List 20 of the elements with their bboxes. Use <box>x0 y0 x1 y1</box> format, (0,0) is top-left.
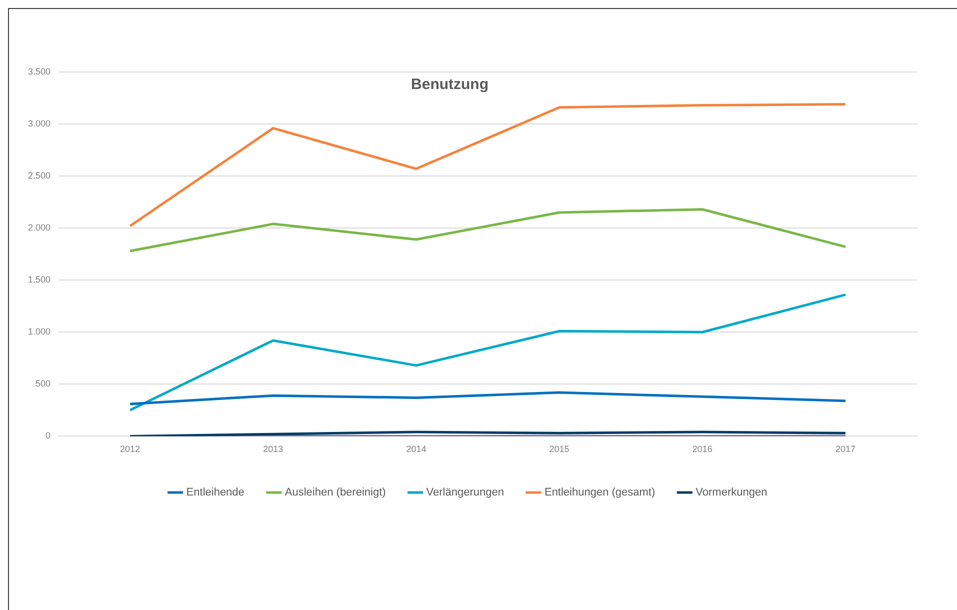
y-tick-label: 1.500 <box>28 274 51 285</box>
y-tick-label: 500 <box>35 378 51 389</box>
y-tick-label: 3.500 <box>28 66 51 76</box>
legend-label: Entleihende <box>186 486 244 499</box>
y-tick-label: 2.000 <box>28 222 51 233</box>
y-tick-label: 0 <box>46 430 51 441</box>
x-tick-label: 2014 <box>406 444 426 454</box>
x-tick-label: 2016 <box>692 444 712 454</box>
y-tick-label: 3.000 <box>28 118 51 129</box>
x-tick-label: 2017 <box>835 444 856 454</box>
legend-label: Vormerkungen <box>696 486 768 499</box>
legend-label: Verlängerungen <box>426 486 504 499</box>
legend-label: Ausleihen (bereinigt) <box>284 486 386 499</box>
legend-label: Entleihungen (gesamt) <box>544 486 656 499</box>
chart-title: Benutzung <box>411 76 489 94</box>
x-tick-label: 2015 <box>549 444 570 454</box>
x-tick-label: 2013 <box>263 444 284 454</box>
x-tick-label: 2012 <box>120 444 140 454</box>
y-tick-label: 1.000 <box>28 326 51 337</box>
y-tick-label: 2.500 <box>28 170 51 181</box>
